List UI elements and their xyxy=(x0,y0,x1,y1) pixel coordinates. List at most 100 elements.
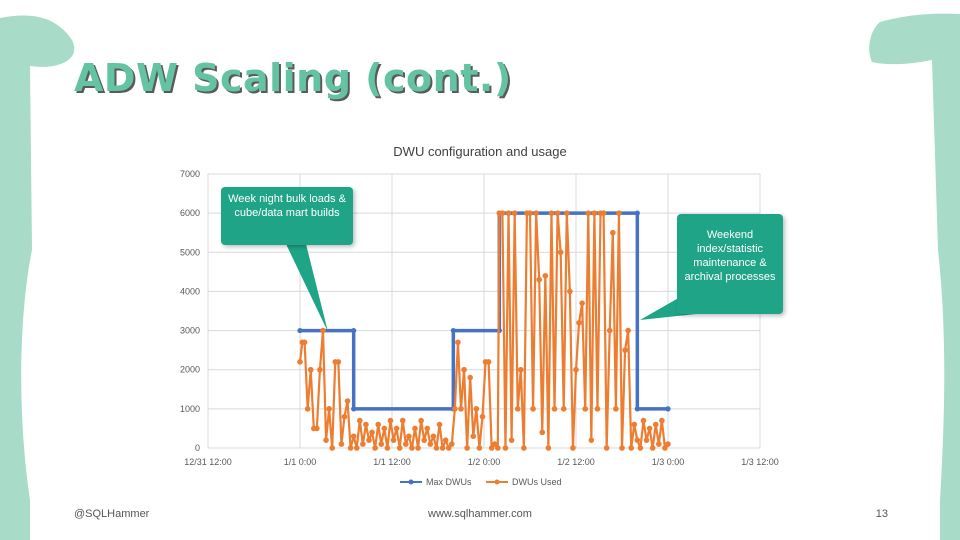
data-point xyxy=(445,445,452,451)
data-point xyxy=(301,339,308,346)
data-point xyxy=(634,210,640,216)
data-point xyxy=(353,445,360,451)
dwu-chart: DWU configuration and usage 0 1000 2000 300… xyxy=(180,144,779,487)
data-point xyxy=(357,417,363,424)
data-point xyxy=(505,210,512,216)
data-point xyxy=(297,359,303,365)
data-point xyxy=(403,441,409,447)
data-point xyxy=(616,210,622,216)
x-tick-label: 1/1 12:00 xyxy=(373,457,411,467)
series-dwus-used xyxy=(297,210,671,451)
x-tick-label: 1/3 12:00 xyxy=(741,457,779,467)
data-point xyxy=(424,425,431,432)
data-point xyxy=(464,445,470,451)
y-axis: 0 1000 2000 3000 4000 5000 6000 7000 xyxy=(180,169,200,453)
data-point xyxy=(610,229,616,236)
data-point xyxy=(665,406,671,412)
data-point xyxy=(412,425,418,432)
data-point xyxy=(351,327,357,334)
data-point xyxy=(476,445,483,451)
data-point xyxy=(600,210,607,216)
y-tick-label: 6000 xyxy=(180,208,200,218)
data-point xyxy=(317,366,323,373)
data-point xyxy=(640,417,647,424)
y-tick-label: 7000 xyxy=(180,169,200,179)
data-point xyxy=(307,366,314,373)
data-point xyxy=(508,437,515,443)
data-point xyxy=(323,437,329,443)
data-point xyxy=(338,441,345,447)
data-point xyxy=(427,441,434,447)
data-point xyxy=(390,437,397,443)
data-point xyxy=(351,406,357,412)
data-point xyxy=(418,417,424,424)
legend-marker xyxy=(408,479,414,485)
data-point xyxy=(564,210,570,216)
data-point xyxy=(659,417,665,424)
x-tick-label: 12/31 12:00 xyxy=(184,457,232,467)
data-point xyxy=(606,327,613,334)
data-point xyxy=(576,319,582,326)
data-point xyxy=(491,441,498,447)
y-tick-label: 4000 xyxy=(180,286,200,296)
data-point xyxy=(573,366,579,373)
data-point xyxy=(539,429,546,436)
x-axis: 12/31 12:00 1/1 0:00 1/1 12:00 1/2 0:00 1/2 … xyxy=(184,457,779,467)
frame-left-shape xyxy=(0,15,75,540)
data-point xyxy=(387,417,394,424)
data-point xyxy=(455,339,461,346)
data-point xyxy=(518,366,524,373)
data-point xyxy=(421,437,428,443)
x-tick-label: 1/2 0:00 xyxy=(468,457,501,467)
data-point xyxy=(622,347,628,353)
data-point xyxy=(458,406,464,412)
data-point xyxy=(634,437,641,443)
data-point xyxy=(436,421,443,428)
data-point xyxy=(396,445,403,451)
data-point xyxy=(548,210,555,216)
data-point xyxy=(560,406,567,412)
y-tick-label: 3000 xyxy=(180,326,200,336)
data-point xyxy=(488,445,495,451)
callout-weeknight: Week night bulk loads & cube/data mart b… xyxy=(221,187,353,245)
data-point xyxy=(521,445,527,451)
data-point xyxy=(594,406,601,412)
series-line xyxy=(300,211,668,411)
data-point xyxy=(511,210,518,216)
data-point xyxy=(381,425,388,432)
data-point xyxy=(591,210,598,216)
data-point xyxy=(473,406,480,412)
chart-legend: Max DWUs DWUs Used xyxy=(400,477,562,487)
data-point xyxy=(378,441,385,447)
data-point xyxy=(662,445,668,451)
callout-weeknight-pointer xyxy=(286,244,328,332)
data-point xyxy=(656,441,662,447)
data-point xyxy=(588,437,595,443)
data-point xyxy=(439,445,446,451)
data-point xyxy=(320,327,326,334)
data-point xyxy=(360,441,366,447)
data-point xyxy=(625,327,631,334)
data-point xyxy=(634,406,640,412)
data-point xyxy=(585,210,592,216)
data-point xyxy=(514,406,521,412)
chart-title: DWU configuration and usage xyxy=(393,144,566,159)
data-point xyxy=(499,210,506,216)
data-point xyxy=(366,437,372,443)
data-point xyxy=(372,445,378,451)
data-point xyxy=(502,445,509,451)
data-point xyxy=(643,437,650,443)
plot-area xyxy=(286,210,696,451)
page-number: 13 xyxy=(875,508,888,520)
data-point xyxy=(406,433,412,440)
data-point xyxy=(628,445,634,451)
y-tick-label: 2000 xyxy=(180,365,200,375)
y-tick-label: 0 xyxy=(195,443,200,453)
data-point xyxy=(619,445,625,451)
data-point xyxy=(433,445,440,451)
data-point xyxy=(442,437,449,443)
data-point xyxy=(582,406,588,412)
data-point xyxy=(450,327,456,334)
data-point xyxy=(350,433,357,440)
